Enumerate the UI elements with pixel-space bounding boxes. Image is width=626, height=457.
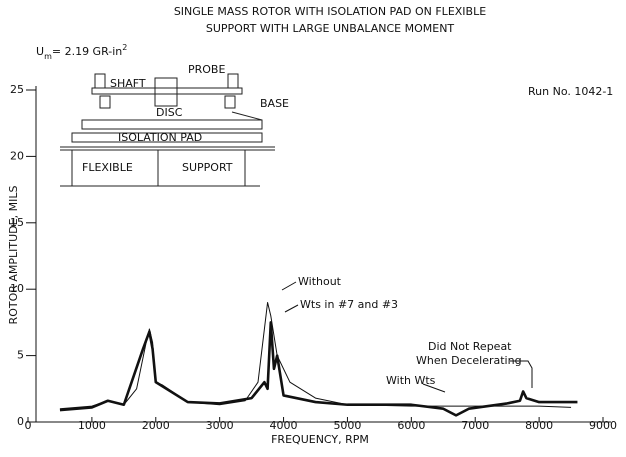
- x-tick-label: 4000: [270, 419, 298, 432]
- diagram-label: ISOLATION PAD: [118, 131, 202, 144]
- decel-annotation: When Decelerating: [416, 354, 522, 367]
- y-tick-label: 25: [10, 83, 24, 96]
- y-tick-label: 0: [17, 415, 24, 428]
- leader: [510, 360, 533, 388]
- bearing: [227, 73, 239, 89]
- unbalance-note: Um= 2.19 GR-in2: [36, 43, 127, 61]
- leader: [422, 383, 446, 393]
- x-tick-label: 2000: [142, 419, 170, 432]
- x-tick-label: 7000: [461, 419, 489, 432]
- y-tick-label: 15: [10, 216, 24, 229]
- series-line: [59, 321, 578, 417]
- wts-annotation: Wts in #7 and #3: [300, 298, 398, 311]
- y-axis-label: ROTOR AMPLITUDE, MILS: [7, 186, 20, 325]
- chart-title: SINGLE MASS ROTOR WITH ISOLATION PAD ON …: [174, 5, 486, 18]
- diagram-label: SHAFT: [110, 77, 146, 90]
- base-plate: [81, 119, 263, 130]
- run-label: Run No. 1042-1: [528, 85, 613, 98]
- bearing: [94, 73, 106, 89]
- shaft: [91, 87, 243, 95]
- y-tick-label: 10: [10, 282, 24, 295]
- diagram-label: DISC: [156, 106, 183, 119]
- x-tick-label: 3000: [206, 419, 234, 432]
- pedestal: [99, 95, 111, 109]
- diagram-label: PROBE: [188, 63, 225, 76]
- series-annotation: Without: [298, 275, 342, 288]
- x-axis-label: FREQUENCY, RPM: [271, 433, 369, 446]
- leader: [231, 111, 263, 121]
- leader: [281, 281, 297, 291]
- x-tick-label: 9000: [589, 419, 617, 432]
- x-tick-label: 0: [25, 419, 32, 432]
- note-part: 2: [122, 43, 127, 52]
- note-part: m: [44, 52, 52, 61]
- leader: [284, 304, 299, 313]
- x-tick-label: 1000: [78, 419, 106, 432]
- x-tick-label: 6000: [397, 419, 425, 432]
- chart-title: SUPPORT WITH LARGE UNBALANCE MOMENT: [206, 22, 455, 35]
- x-tick-label: 5000: [333, 419, 361, 432]
- isolation-pad: [71, 132, 263, 143]
- disc: [154, 77, 178, 107]
- diagram-label: SUPPORT: [182, 161, 233, 174]
- pedestal: [224, 95, 236, 109]
- y-tick-label: 5: [17, 349, 24, 362]
- diagram-label: BASE: [260, 97, 289, 110]
- decel-annotation: Did Not Repeat: [428, 340, 512, 353]
- x-tick-label: 8000: [525, 419, 553, 432]
- diagram-label: FLEXIBLE: [82, 161, 133, 174]
- y-tick-label: 20: [10, 149, 24, 162]
- apparatus-diagram: [60, 73, 275, 187]
- note-part: U: [36, 45, 44, 58]
- note-part: = 2.19 GR-in: [52, 45, 122, 58]
- series-annotation: With Wts: [386, 374, 436, 387]
